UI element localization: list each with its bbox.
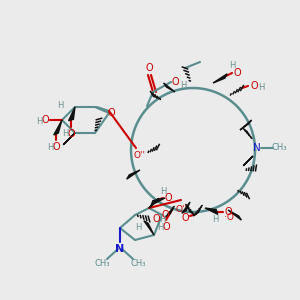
Text: O'': O'' (134, 151, 146, 160)
Polygon shape (69, 107, 75, 121)
Text: O: O (224, 207, 232, 217)
Text: H: H (258, 83, 264, 92)
Text: N: N (253, 143, 261, 153)
Text: O: O (67, 129, 75, 139)
Text: N: N (116, 244, 124, 254)
Polygon shape (205, 208, 218, 214)
Polygon shape (228, 210, 242, 220)
Text: H: H (159, 214, 165, 224)
Polygon shape (213, 74, 227, 83)
Text: O: O (250, 81, 258, 91)
Polygon shape (127, 170, 140, 179)
Text: O: O (161, 210, 169, 220)
Text: O: O (171, 77, 179, 87)
Polygon shape (164, 83, 175, 92)
Polygon shape (151, 198, 165, 205)
Text: O: O (41, 115, 49, 125)
Text: O: O (164, 193, 172, 203)
Text: O: O (152, 214, 160, 224)
Text: H: H (62, 130, 68, 139)
Text: O: O (52, 142, 60, 152)
Text: H: H (160, 187, 166, 196)
Text: CH₃: CH₃ (130, 260, 146, 268)
Text: H: H (212, 215, 218, 224)
Text: O: O (233, 68, 241, 78)
Text: O: O (181, 213, 189, 223)
Text: O: O (145, 63, 153, 73)
Text: O: O (107, 108, 115, 118)
Polygon shape (243, 156, 253, 166)
Text: H: H (229, 61, 235, 70)
Polygon shape (54, 120, 62, 135)
Text: H: H (135, 223, 141, 232)
Text: H: H (180, 82, 186, 91)
Text: CH₃: CH₃ (271, 143, 287, 152)
Polygon shape (144, 221, 154, 235)
Polygon shape (63, 133, 75, 145)
Text: ·O: ·O (224, 214, 234, 223)
Polygon shape (182, 202, 190, 213)
Text: O: O (162, 222, 170, 232)
Text: O'': O'' (175, 206, 187, 214)
Text: H: H (36, 116, 42, 125)
Text: CH₃: CH₃ (94, 260, 110, 268)
Polygon shape (240, 120, 252, 130)
Polygon shape (149, 198, 159, 208)
Text: H: H (47, 142, 53, 152)
Text: H: H (157, 223, 163, 232)
Text: H: H (57, 101, 63, 110)
